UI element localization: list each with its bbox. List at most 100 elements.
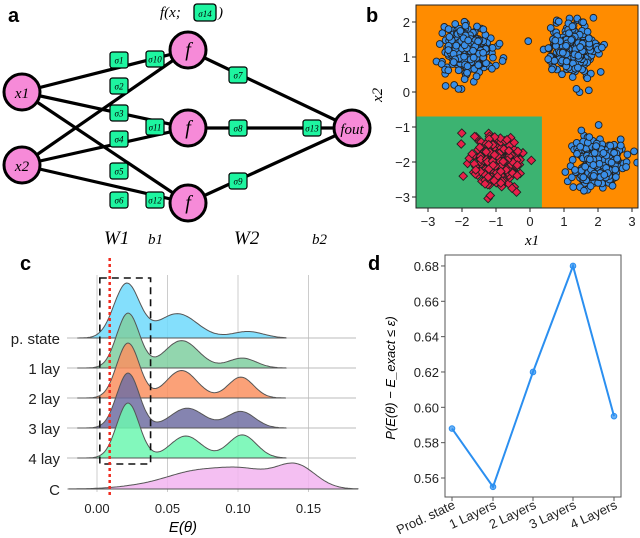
- y-tick-label: −2: [395, 155, 410, 170]
- x-tick-label: 4 Layers: [568, 497, 620, 532]
- param-label-sigma5: σ5: [115, 167, 124, 177]
- point-class-1: [456, 139, 467, 149]
- point-class-0: [613, 154, 621, 163]
- point-class-0: [585, 34, 593, 43]
- param-label-sigma2: σ2: [115, 82, 124, 92]
- point-class-0: [474, 61, 483, 69]
- point-class-0: [572, 85, 581, 93]
- point-class-0: [546, 24, 555, 32]
- input-node-x2-label: x2: [14, 159, 30, 175]
- point-class-0: [581, 162, 590, 171]
- x-tick-label: −3: [421, 214, 436, 229]
- param-label-sigma6: σ6: [115, 196, 124, 206]
- point-class-0: [589, 13, 598, 22]
- param-label-sigma10: σ10: [148, 55, 162, 65]
- x-tick-label: −1: [489, 214, 504, 229]
- point-class-1: [485, 190, 496, 201]
- point-class-0: [576, 142, 585, 151]
- panel-a-network-diagram: a x1 x2 f f f fout σ1 σ2 σ3 σ4 σ5 σ6 σ7 σ8 σ9 σ10 σ11 σ12…: [2, 3, 372, 249]
- input-node-x1-circle: [2, 72, 42, 112]
- point-class-0: [585, 133, 594, 141]
- point-class-0: [586, 182, 595, 190]
- point-class-0: [444, 25, 453, 33]
- point-class-0: [437, 60, 446, 68]
- point-class-1: [483, 139, 494, 150]
- row-label: 3 lay: [28, 421, 60, 438]
- point-class-0: [611, 165, 620, 174]
- point-class-1: [512, 160, 523, 170]
- point-class-0: [568, 22, 577, 31]
- row-label: 4 lay: [28, 451, 60, 468]
- param-box-sigma11: [145, 118, 165, 136]
- edge: [187, 126, 353, 205]
- hidden-node-1-label: f: [185, 39, 193, 61]
- point-class-0: [451, 20, 460, 28]
- point-class-0: [554, 17, 563, 26]
- point-class-0: [488, 64, 496, 73]
- point-class-0: [569, 183, 578, 191]
- x-tick-label: 0: [526, 214, 533, 229]
- point-class-0: [463, 62, 472, 70]
- param-box-sigma13: [302, 119, 322, 137]
- y-tick-label: 0.56: [414, 471, 439, 486]
- point-class-0: [579, 18, 588, 27]
- point-class-0: [596, 68, 605, 76]
- point-class-0: [585, 155, 594, 164]
- point-class-0: [577, 126, 586, 135]
- label-w1: W1: [104, 228, 129, 249]
- point-class-0: [568, 155, 577, 164]
- point-class-0: [524, 37, 533, 46]
- point-class-0: [548, 65, 556, 74]
- point-class-0: [580, 186, 588, 195]
- point-class-0: [567, 36, 576, 44]
- label-b2: b2: [312, 232, 328, 248]
- point-class-0: [600, 171, 609, 179]
- point-class-0: [571, 166, 579, 174]
- param-box-sigma4: [109, 130, 129, 148]
- param-label-sigma8: σ8: [234, 124, 243, 134]
- point-class-0: [544, 55, 553, 63]
- data-point: [529, 368, 537, 376]
- point-class-1: [467, 148, 477, 159]
- param-box-sigma1: [109, 51, 129, 69]
- plot-frame: [415, 4, 639, 209]
- param-box-sigma12: [145, 191, 165, 209]
- point-class-0: [608, 181, 617, 190]
- x-tick-label: 1: [560, 214, 567, 229]
- point-class-0: [454, 85, 463, 93]
- point-class-0: [589, 161, 598, 169]
- param-box-sigma7: [228, 66, 248, 84]
- point-class-0: [441, 82, 450, 90]
- x-tick-label: −2: [455, 214, 470, 229]
- point-class-1: [474, 142, 485, 153]
- point-class-0: [558, 48, 567, 57]
- title-sigma: σ14: [198, 9, 212, 19]
- point-class-1: [498, 156, 509, 167]
- point-class-1: [503, 145, 514, 156]
- point-class-0: [469, 46, 477, 55]
- title-suffix: ): [217, 5, 223, 21]
- y-tick-label: −1: [395, 120, 410, 135]
- highlight-box: [99, 277, 152, 465]
- x-tick-label: 3: [628, 214, 635, 229]
- hidden-node-3-circle: [168, 183, 208, 223]
- panel-c-ridgeline: c 0.00 0.05 0.10 0.15 p. state 1 lay 2 lay 3 l…: [11, 253, 359, 536]
- y-axis-label: x2: [370, 87, 386, 103]
- point-class-0: [623, 150, 632, 159]
- edge: [187, 48, 353, 130]
- x-axis-label: x1: [524, 233, 539, 249]
- point-class-0: [452, 41, 461, 50]
- hidden-node-2-circle: [168, 108, 208, 148]
- param-box-sigma6: [109, 191, 129, 209]
- point-class-0: [612, 173, 620, 181]
- point-class-1: [489, 149, 500, 160]
- point-class-1: [488, 160, 499, 170]
- point-class-0: [551, 36, 560, 45]
- point-class-0: [583, 27, 592, 36]
- y-tick-label: 0.68: [414, 259, 439, 274]
- param-box-sigma3: [109, 104, 129, 122]
- point-class-0: [454, 66, 463, 75]
- point-class-1: [470, 165, 481, 175]
